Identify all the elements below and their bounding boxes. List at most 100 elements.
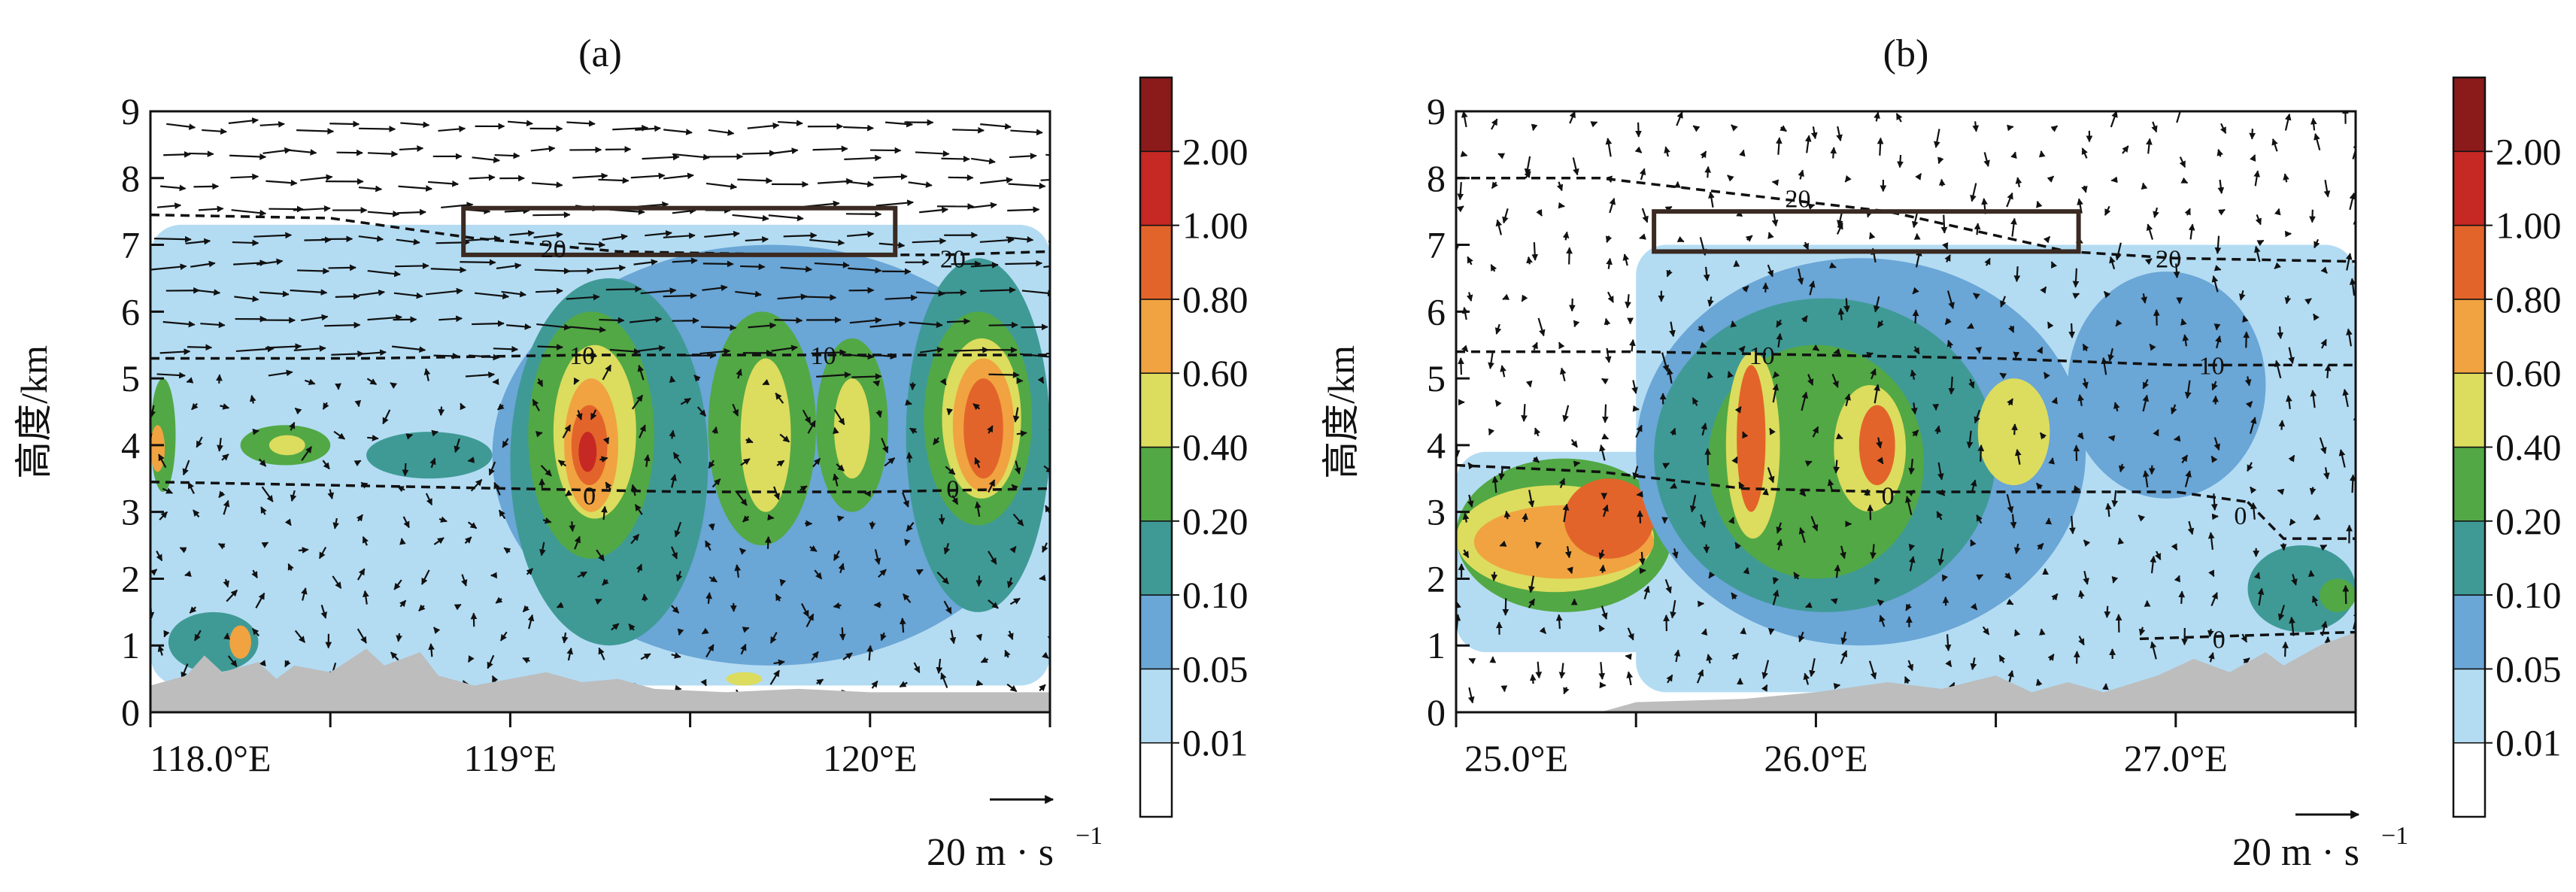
wind-vector [943,600,952,614]
wind-vector [833,473,839,487]
wind-vector [2122,145,2129,154]
wind-vector [1775,137,1783,155]
wind-vector [952,126,985,134]
wind-vector [878,241,906,249]
wind-vector [1761,684,1768,692]
y-tick-label: 1 [121,624,140,666]
wind-vector [1731,652,1739,660]
wind-vector [2078,590,2085,599]
wind-vector [293,344,326,352]
mixing-ratio-cell-level-5 [740,358,791,512]
wind-vector [2111,490,2119,508]
wind-vector [1676,111,1683,126]
light-cloud-area [312,291,367,445]
wind-vector [574,536,581,550]
wind-vector [1666,269,1673,278]
wind-vector [1701,422,1707,436]
colorbar-swatch [2453,446,2486,522]
wind-vector [2117,537,2125,545]
wind-vector [2243,331,2250,348]
wind-vector [838,563,845,574]
wind-vector [1977,444,1985,462]
wind-vector [672,208,696,214]
wind-vector [284,660,291,668]
wind-vector [1944,634,1952,651]
wind-vector [1908,458,1915,475]
wind-vector [598,177,630,184]
wind-vector [872,173,908,181]
wind-vector [2245,401,2253,408]
wind-vector [1970,539,1977,547]
wind-vector [1937,462,1944,481]
wind-vector [573,377,580,385]
wind-vector [293,205,331,212]
wind-vector [843,124,874,132]
wind-vector [542,517,552,524]
wind-vector [217,543,226,550]
wind-vector [2111,576,2119,584]
wind-vector [366,378,378,386]
colorbar-swatch [1139,520,1173,596]
wind-vector [2213,437,2220,451]
wind-vector [2045,517,2053,525]
wind-vector [258,458,267,467]
wind-vector [1837,308,1845,320]
wind-vector [1670,427,1676,435]
wind-vector [1528,598,1536,608]
wind-vector [290,490,297,502]
wind-vector [249,394,256,404]
contour-label: 20 [940,245,966,273]
wind-vector [358,289,386,296]
colorbar-label: 0.01 [2496,722,2562,764]
wind-vector [367,150,399,158]
wind-vector [1809,658,1816,678]
wind-vector [2274,262,2282,269]
mixing-ratio-cell-level-2 [2068,272,2266,499]
wind-vector [2283,173,2289,183]
wind-vector [1635,122,1642,138]
wind-vector [979,236,1015,244]
wind-vector [1689,494,1697,513]
y-tick-label: 8 [121,157,140,199]
wind-vector [1812,426,1819,438]
wind-vector [2036,346,2044,354]
wind-vector [2007,325,2015,333]
wind-vector [636,563,642,573]
wind-vector [454,438,460,454]
wind-vector [2180,318,2187,326]
wind-vector [1698,325,1705,332]
wind-vector [1535,541,1542,549]
wind-vector [2208,569,2215,578]
wind-vector [908,181,933,188]
wind-vector [182,460,190,476]
wind-vector [732,403,739,417]
x-tick-label: 120°E [823,737,918,779]
wind-vector [1014,460,1021,475]
wind-vector [1910,369,1917,380]
wind-vector [912,238,947,244]
mixing-ratio-cell-level-6 [150,425,165,472]
wind-vector [1762,488,1769,496]
wind-vector [801,294,837,301]
wind-vector [217,438,223,452]
wind-vector [602,578,609,586]
wind-vector [2216,149,2223,157]
wind-vector [2048,457,2056,465]
wind-vector [1798,631,1805,643]
wind-vector [1670,599,1676,619]
wind-vector [776,460,785,467]
wind-vector [159,511,168,520]
wind-vector [1467,494,1474,508]
wind-vector [2356,560,2362,578]
wind-vector [1625,294,1631,309]
wind-vector [1599,444,1606,461]
wind-vector [940,672,948,688]
wind-vector [598,647,605,660]
wind-vector [2082,378,2089,390]
wind-vector [1868,660,1877,680]
wind-vector [1042,542,1048,554]
wind-vector [2309,487,2317,496]
wind-vector [2077,432,2084,440]
wind-vector [226,589,238,602]
wind-vector [2210,592,2218,606]
